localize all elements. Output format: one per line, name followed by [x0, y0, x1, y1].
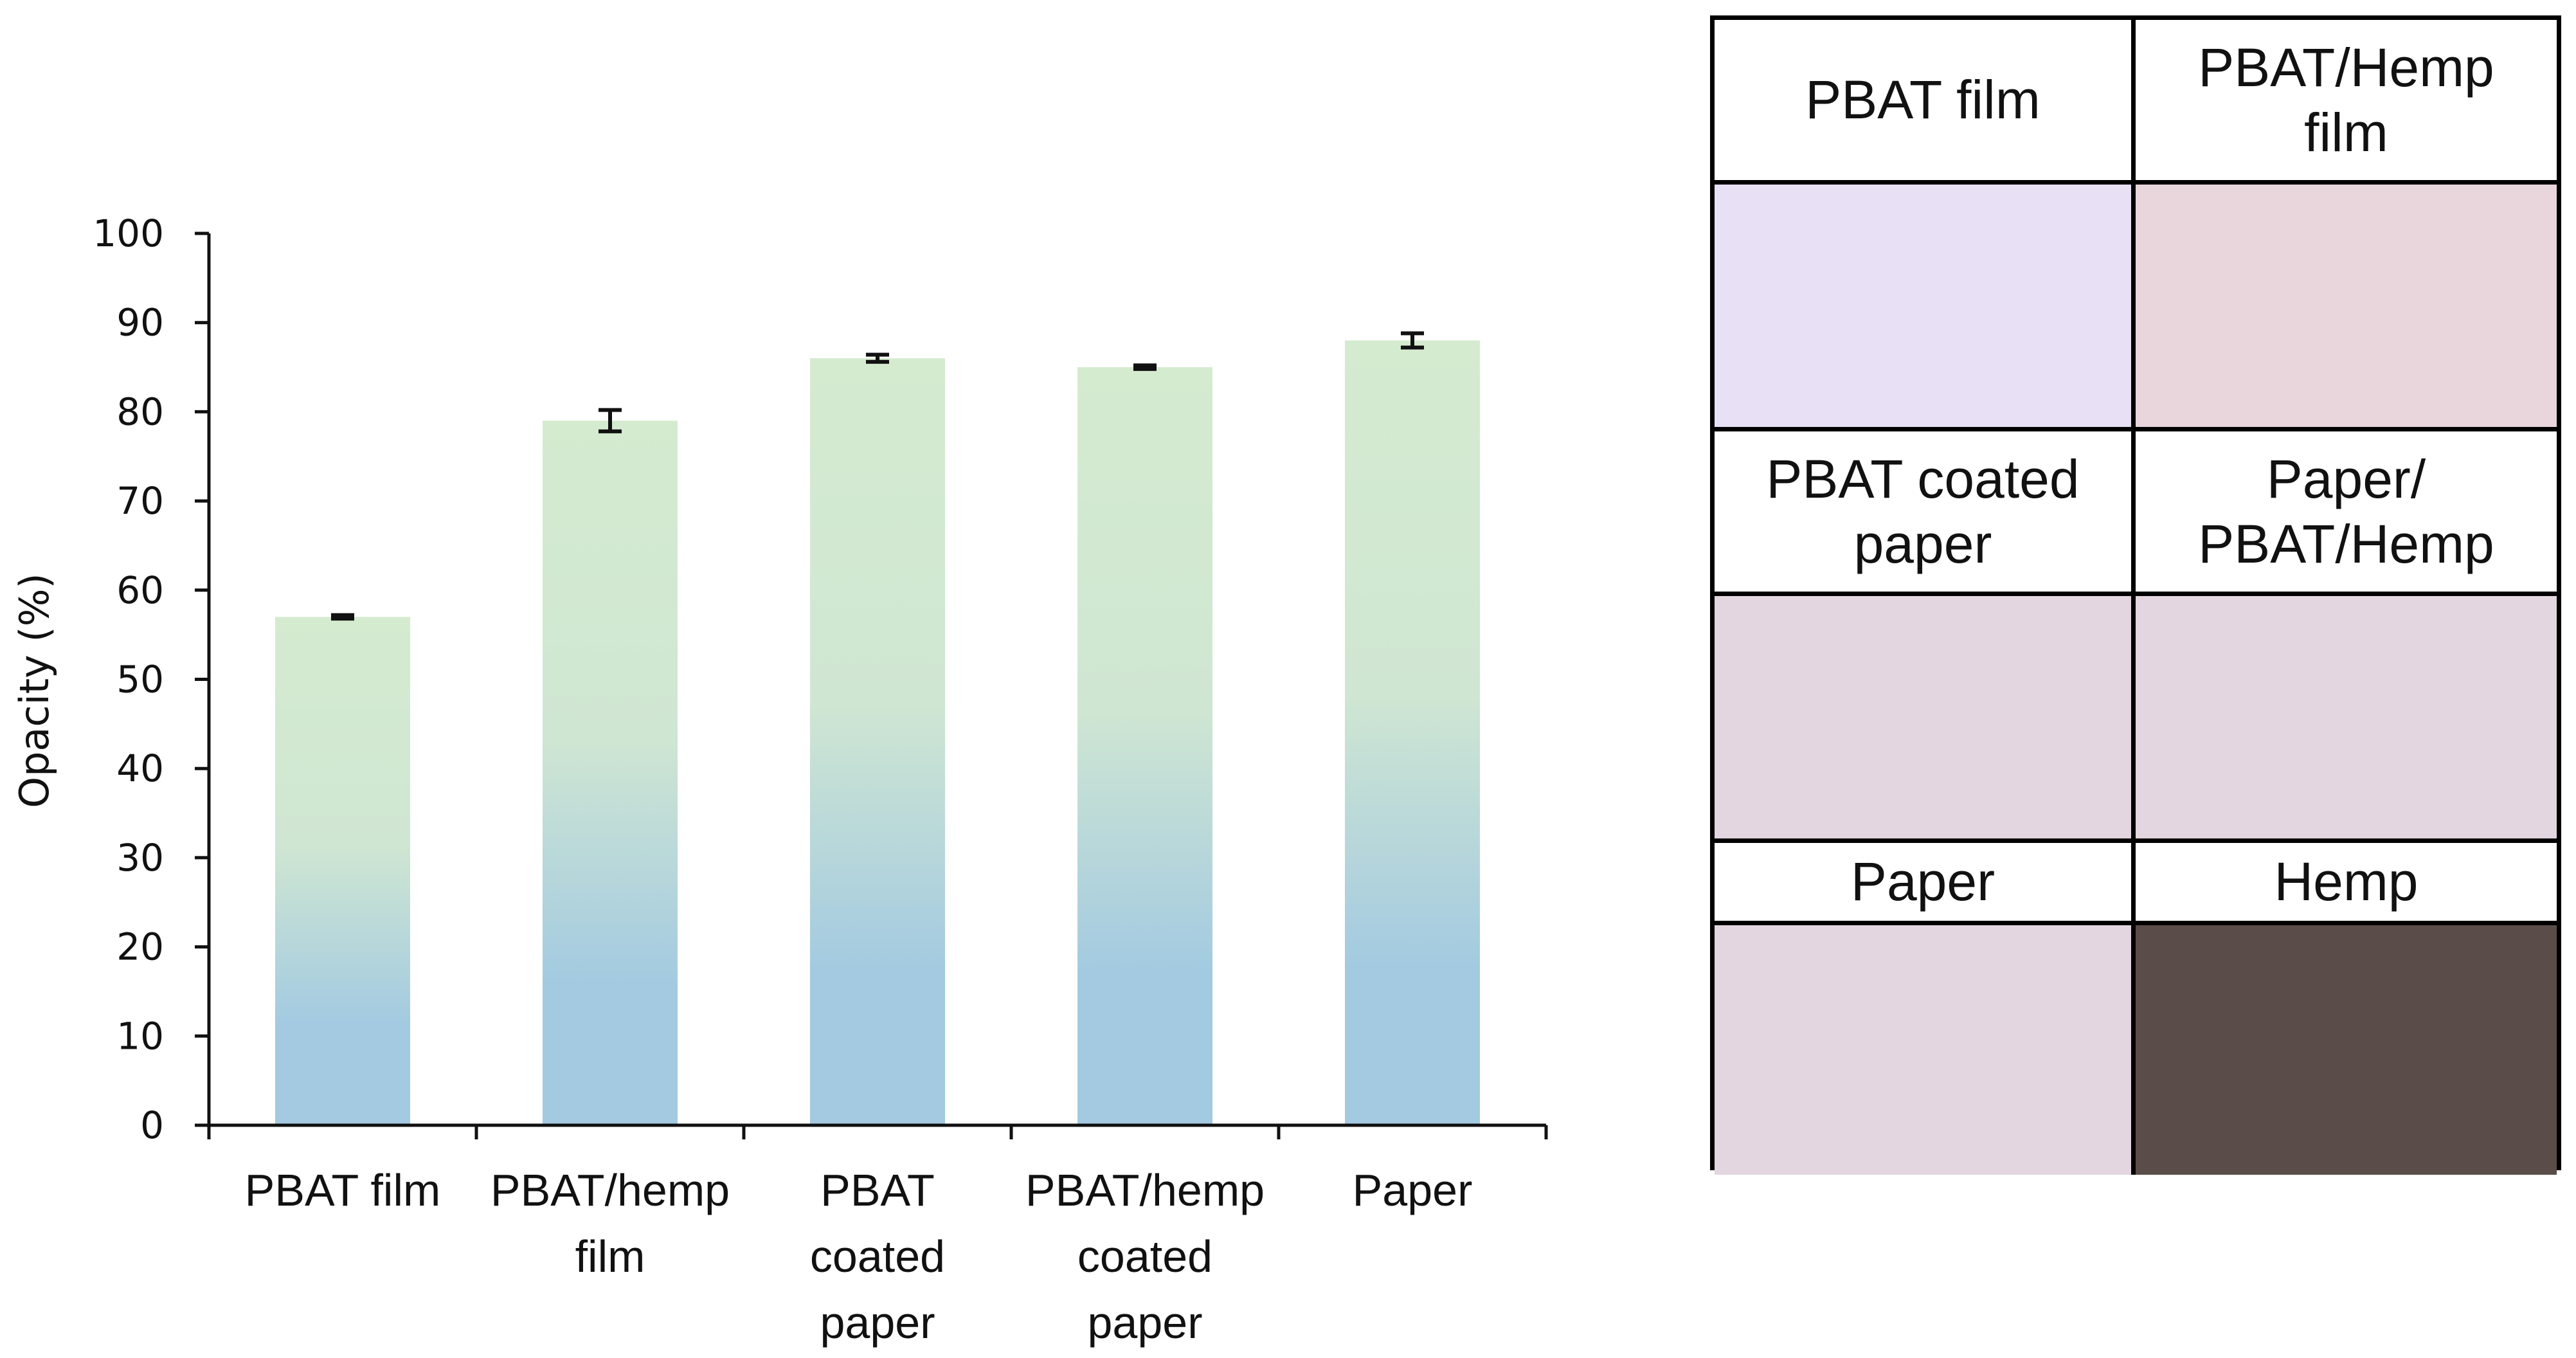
y-tick-label: 50 [116, 658, 164, 702]
x-category-label-line: PBAT [820, 1165, 935, 1215]
table-label-text: PBAT/Hemp film [2198, 37, 2494, 163]
table-label-paper-pbat-hemp: Paper/ PBAT/Hemp [2136, 431, 2557, 596]
x-category-label-line: PBAT/hemp [491, 1165, 730, 1215]
swatch-paper [1715, 925, 2136, 1175]
x-category-label-line: Paper [1353, 1165, 1473, 1215]
x-category-label-line: coated [1077, 1231, 1212, 1281]
y-tick-labels: 0 10 20 30 40 50 60 70 80 90 100 [93, 212, 164, 1147]
axes-group [195, 231, 1548, 1139]
x-category-label: PBAT/hemp coated paper [1025, 1165, 1265, 1348]
swatch-pbat-hemp-film [2136, 185, 2557, 431]
table-label-text: PBAT coated paper [1766, 448, 2080, 574]
bar [1345, 340, 1480, 1126]
x-category-label: PBAT film [245, 1165, 441, 1215]
bar [543, 421, 678, 1125]
table-label-pbat-coated-paper: PBAT coated paper [1715, 431, 2136, 596]
y-tick-label: 10 [116, 1014, 164, 1058]
y-tick-label: 30 [116, 836, 164, 880]
x-category-label-line: film [575, 1231, 645, 1281]
swatch-pbat-film [1715, 185, 2136, 431]
y-tick-label: 0 [140, 1103, 164, 1147]
x-category-label-line: paper [1087, 1298, 1202, 1348]
bar [1077, 367, 1212, 1125]
table-label-paper: Paper [1715, 843, 2136, 925]
x-category-label: PBAT coated paper [810, 1165, 945, 1348]
bar [275, 617, 410, 1125]
y-axis-title: Opacity (%) [11, 573, 58, 808]
y-tick-label: 80 [116, 390, 164, 433]
x-category-label-line: coated [810, 1231, 945, 1281]
swatch-hemp [2136, 925, 2557, 1175]
x-category-label: PBAT/hemp film [491, 1165, 730, 1281]
x-category-label: Paper [1353, 1165, 1473, 1215]
table-label-hemp: Hemp [2136, 843, 2557, 925]
x-category-label-line: PBAT film [245, 1165, 441, 1215]
sample-color-table: PBAT film PBAT/Hemp film PBAT coated pap… [1710, 15, 2561, 1175]
y-tick-label: 100 [93, 212, 164, 255]
y-tick-label: 70 [116, 479, 164, 523]
swatch-paper-pbat-hemp [2136, 596, 2557, 843]
y-tick-label: 20 [116, 925, 164, 969]
table-label-pbat-film: PBAT film [1715, 20, 2136, 185]
x-category-label-line: PBAT/hemp [1025, 1165, 1265, 1215]
y-tick-label: 90 [116, 301, 164, 345]
error-bars-group [331, 331, 1424, 621]
swatch-pbat-coated-paper [1715, 596, 2136, 843]
y-tick-label: 60 [116, 568, 164, 612]
bar [810, 358, 945, 1126]
x-category-label-line: paper [820, 1298, 935, 1348]
y-tick-label: 40 [116, 747, 164, 790]
table-label-text: Paper/ PBAT/Hemp [2198, 448, 2494, 574]
table-label-pbat-hemp-film: PBAT/Hemp film [2136, 20, 2557, 185]
bars-group [275, 340, 1480, 1126]
